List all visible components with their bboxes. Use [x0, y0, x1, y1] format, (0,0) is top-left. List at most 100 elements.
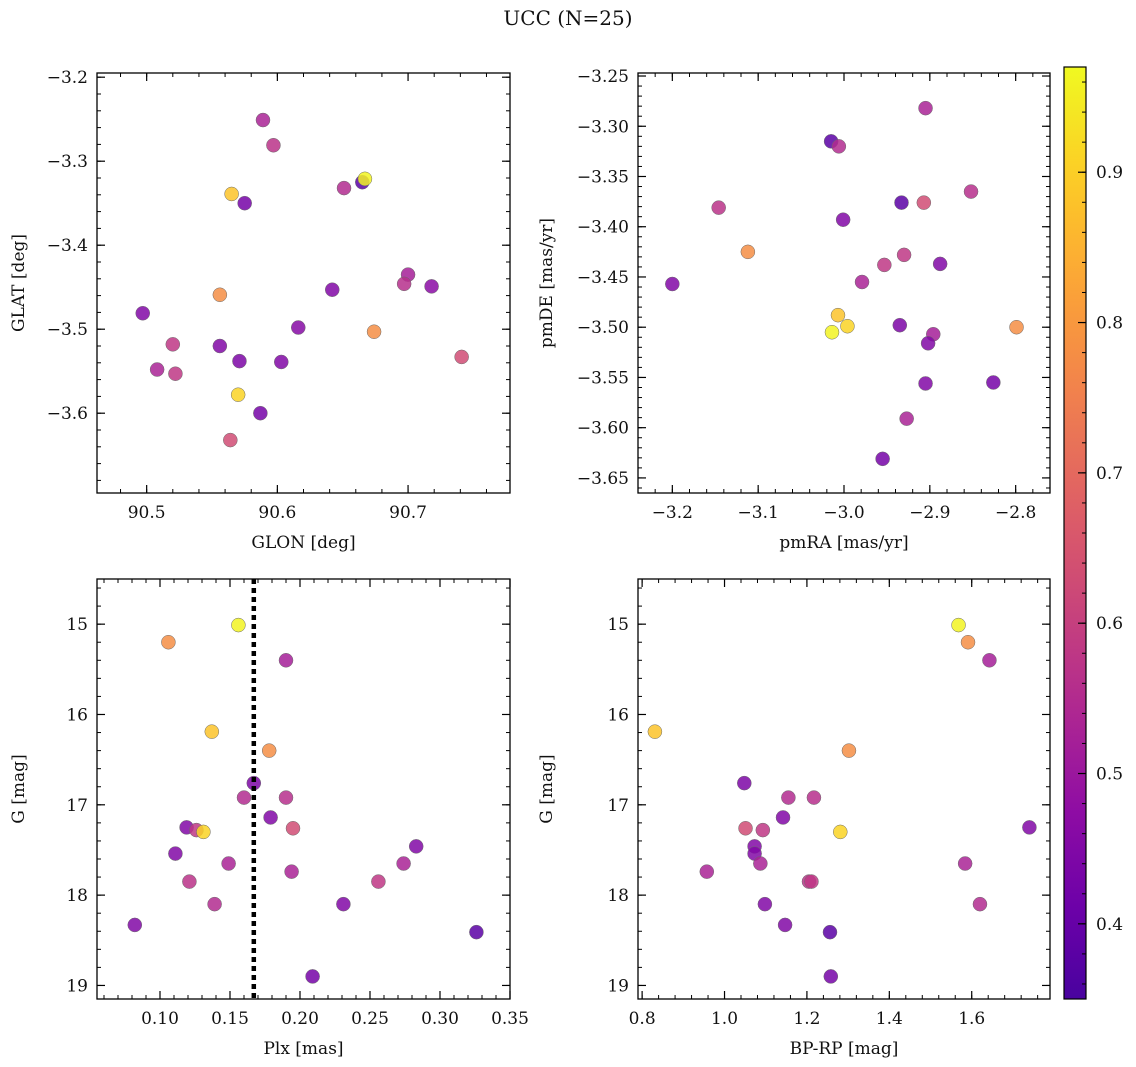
data-point: [737, 775, 752, 791]
y-tick-label: −3.2: [47, 68, 88, 88]
data-point: [777, 917, 793, 933]
data-point: [223, 432, 238, 448]
data-point: [822, 924, 838, 940]
data-point: [135, 305, 150, 321]
y-axis-label: GLAT [deg]: [9, 234, 29, 332]
data-point: [647, 724, 663, 739]
data-point: [454, 349, 469, 365]
data-point: [305, 969, 320, 984]
data-point: [823, 969, 839, 984]
x-tick-label: −2.9: [909, 503, 950, 523]
data-point: [916, 195, 932, 210]
data-point: [740, 244, 756, 260]
data-point: [918, 376, 933, 391]
data-point: [207, 896, 222, 912]
x-axis-label: Plx [mas]: [263, 1039, 343, 1059]
data-point: [261, 743, 277, 758]
data-point: [699, 864, 715, 879]
x-tick-label: 1.0: [711, 1009, 738, 1029]
data-point: [960, 634, 976, 650]
data-point: [336, 180, 352, 196]
data-point: [357, 171, 373, 187]
y-tick-label: −3.25: [577, 67, 629, 87]
data-point: [230, 387, 246, 402]
x-tick-label: 0.25: [351, 1009, 389, 1029]
data-point: [127, 917, 143, 933]
data-point: [161, 634, 176, 650]
data-point: [396, 276, 412, 292]
data-point: [896, 247, 912, 263]
panel-bprp-g: 0.8 1.0 1.2 1.4 1.6 15 16 17 18 19 BP-RP [mag] G [m…: [537, 578, 1051, 1059]
plot-frame: [637, 72, 1051, 494]
y-tick-label: −3.35: [577, 167, 629, 187]
data-point: [212, 287, 228, 303]
y-tick-label: −3.50: [577, 318, 629, 338]
data-point: [963, 184, 979, 199]
data-point: [781, 790, 796, 805]
data-point: [263, 810, 278, 825]
x-tick-label: 1.2: [793, 1009, 820, 1029]
x-tick-label: 0.10: [141, 1009, 179, 1029]
data-point: [469, 924, 484, 940]
data-point: [757, 896, 773, 912]
data-point: [182, 874, 197, 889]
panel-pmra-pmde: −3.2 −3.1 −3.0 −2.9 −2.8 −3.25 −3.30 −3.35 −3.40…: [537, 67, 1051, 553]
x-tick-label: −3.2: [652, 503, 693, 523]
data-point: [221, 856, 236, 871]
data-point: [957, 856, 973, 871]
data-point: [775, 810, 791, 825]
data-point: [951, 617, 966, 633]
y-tick-label: −3.4: [47, 236, 88, 256]
data-point: [255, 112, 271, 128]
data-point: [165, 337, 181, 352]
panel-plx-g: 0.10 0.15 0.20 0.25 0.30 0.35 15 16 17 18 19 Plx [m…: [9, 578, 529, 1059]
data-point: [854, 274, 870, 290]
x-tick-label: 90.5: [128, 503, 166, 523]
data-point: [291, 320, 306, 335]
colorbar-tick-label: 0.9: [1096, 163, 1123, 183]
data-point: [231, 617, 246, 633]
data-point: [1009, 319, 1024, 335]
colorbar-tick-label: 0.5: [1096, 765, 1123, 785]
data-point: [831, 139, 847, 154]
panel-glon-glat: 90.5 90.6 90.7 −3.2 −3.3 −3.4 −3.5 −3.6 GLON [de…: [9, 68, 511, 553]
y-tick-label: 16: [66, 705, 88, 725]
data-point: [408, 839, 424, 854]
y-tick-label: −3.55: [577, 368, 629, 388]
data-point: [325, 282, 340, 297]
y-tick-label: 18: [607, 886, 629, 906]
x-tick-label: −2.8: [995, 503, 1036, 523]
data-point: [877, 257, 892, 273]
data-point: [753, 856, 768, 871]
x-tick-label: 0.35: [491, 1009, 529, 1029]
y-axis-label: G [mag]: [537, 754, 557, 823]
data-point: [738, 821, 753, 836]
colorbar-tick-label: 0.8: [1096, 314, 1123, 334]
data-point: [371, 874, 386, 889]
y-tick-label: 18: [66, 886, 88, 906]
data-point: [204, 724, 220, 739]
x-axis-label: BP-RP [mag]: [790, 1039, 899, 1059]
y-tick-label: −3.30: [577, 117, 629, 137]
data-point: [804, 874, 819, 889]
data-point: [253, 405, 268, 421]
data-point: [237, 195, 252, 211]
data-point: [196, 824, 211, 840]
data-point: [424, 279, 439, 294]
data-point: [894, 195, 909, 210]
data-point: [830, 307, 846, 323]
x-tick-label: 0.30: [421, 1009, 459, 1029]
data-point: [899, 411, 914, 426]
data-point: [284, 864, 299, 879]
colorbar: 0.4 0.5 0.6 0.7 0.8 0.9: [1063, 66, 1123, 1000]
data-point: [824, 324, 840, 340]
data-point: [833, 824, 848, 840]
data-point: [982, 653, 997, 668]
plot-frame: [96, 578, 511, 1000]
y-tick-label: 17: [607, 796, 629, 816]
data-point: [986, 375, 1001, 390]
x-tick-label: −3.1: [738, 503, 779, 523]
data-point: [932, 256, 948, 272]
data-point: [274, 354, 289, 370]
